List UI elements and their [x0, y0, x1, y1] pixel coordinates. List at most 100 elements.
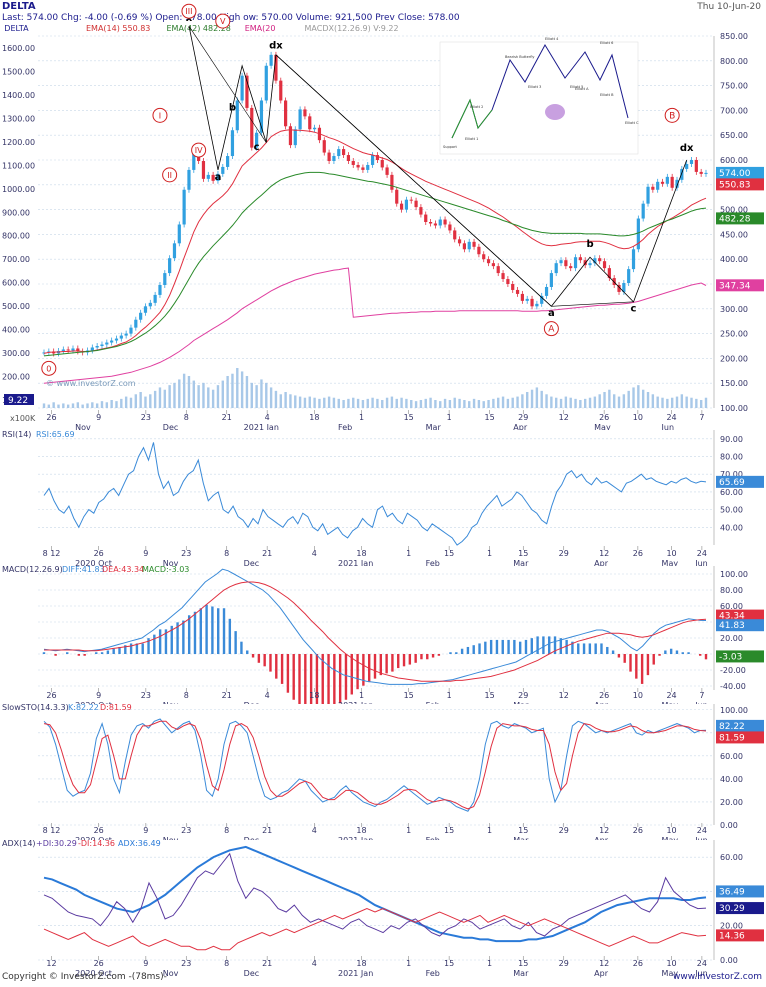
volume-bar: [637, 385, 640, 408]
macd-histogram-bar: [513, 639, 516, 654]
candle-body: [602, 261, 607, 269]
volume-bar: [685, 396, 688, 408]
volume-bar: [521, 394, 524, 408]
volume-bar: [477, 400, 481, 408]
candle-body: [554, 263, 558, 274]
candle-body: [303, 109, 307, 117]
volume-bar: [284, 392, 287, 408]
candle-body: [390, 174, 394, 190]
left-axis-tick: 1000.00: [2, 185, 35, 194]
right-axis-tick: 40.00: [720, 523, 743, 532]
macd-histogram-bar: [129, 643, 133, 654]
inset-label: Support: [443, 145, 457, 149]
candle-body: [515, 289, 520, 294]
macd-histogram-bar: [176, 622, 179, 654]
macd-histogram-bar: [687, 652, 690, 654]
wave-label: III: [185, 7, 192, 16]
last-ema42-label: 482.28: [719, 214, 751, 224]
candle-body: [182, 189, 186, 225]
left-axis-tick: 1100.00: [2, 161, 35, 170]
macd-histogram-bar: [292, 654, 295, 700]
volume-bar: [231, 373, 234, 408]
rsi-last-label: 65.69: [719, 478, 745, 488]
x-tick-label: 1: [487, 549, 492, 558]
inset-label: Elliott 2: [470, 105, 483, 109]
x-month-label: Dec: [244, 559, 259, 568]
volume-bar: [173, 382, 176, 408]
macd-histogram-bar: [304, 654, 307, 711]
macd-dea-last-label-bg: [716, 609, 764, 622]
volume-bar: [216, 385, 220, 408]
candle-body: [506, 279, 510, 284]
volume-bar: [115, 401, 118, 408]
x-tick-label: 9: [96, 691, 101, 700]
candle-body: [404, 199, 409, 210]
volume-bar: [670, 397, 674, 408]
x-tick-label: 29: [559, 826, 569, 835]
candle-body: [627, 269, 631, 284]
x-month-label: 2021 Jan: [244, 423, 279, 432]
x-tick-label: 8: [224, 549, 229, 558]
candle-body: [153, 294, 157, 303]
candle-body: [699, 171, 703, 174]
indicator-legend: DELTA EMA(14) 550.83 EMA(42) 482.28 EMA(20 M…: [4, 24, 398, 33]
macd-histogram-bar: [646, 654, 650, 676]
left-axis-tick: 900.00: [2, 208, 30, 217]
copyright-footer: Copyright © InvestorZ.com -(78ms)-: [2, 972, 167, 982]
candle-body: [670, 176, 674, 188]
macd-histogram-bar: [518, 641, 522, 654]
candle-body: [578, 257, 582, 261]
candle-body: [90, 347, 94, 351]
candle-body: [511, 284, 515, 290]
pattern-point-label: dx: [269, 40, 283, 51]
candle-body: [337, 149, 341, 157]
x-tick-label: 29: [559, 959, 569, 968]
candle-body: [438, 219, 442, 226]
x-tick-label: 26: [46, 413, 56, 422]
macd-histogram-bar: [315, 654, 319, 713]
volume-bar: [332, 397, 336, 408]
volume-bar: [550, 396, 553, 408]
volume-bar: [153, 390, 157, 408]
candle-body: [598, 258, 602, 262]
x-month-label: Feb: [426, 969, 440, 978]
left-axis-tick: 1500.00: [2, 67, 35, 76]
volume-bar: [617, 396, 621, 408]
volume-bar: [501, 396, 505, 408]
volume-bar: [661, 397, 664, 408]
candle-body: [448, 224, 452, 231]
candle-body: [327, 152, 331, 161]
volume-unit: x100K: [10, 414, 36, 423]
volume-bar: [612, 394, 616, 408]
volume-bar: [632, 387, 635, 408]
macd-histogram-bar: [257, 654, 261, 663]
candle-body: [298, 109, 302, 130]
volume-bar: [323, 397, 326, 408]
volume-bar: [390, 396, 394, 408]
inset-label: Elliott 6: [600, 41, 613, 45]
macd-diff-name: DIFF:41.83: [62, 565, 105, 574]
candle-body: [274, 54, 278, 81]
last-close-label: 574.00: [719, 169, 751, 179]
x-tick-label: 12: [599, 959, 609, 968]
last-close-label-bg: [716, 166, 764, 179]
volume-bar: [395, 398, 398, 408]
inset-wave-green: [451, 98, 493, 139]
candle-body: [477, 246, 481, 255]
pattern-point-label: a: [548, 308, 555, 319]
x-tick-label: 21: [262, 959, 272, 968]
volume-bar: [376, 398, 379, 408]
x-tick-label: 29: [518, 691, 528, 700]
candle-body: [346, 155, 351, 161]
wave-circle: [181, 3, 197, 19]
candle-body: [453, 230, 457, 240]
symbol-title: DELTA: [2, 1, 36, 12]
candle-body: [622, 283, 626, 292]
macd-histogram-bar: [170, 625, 173, 654]
macd-histogram-bar: [582, 643, 586, 654]
x-tick-label: 15: [518, 959, 528, 968]
volume-bar: [366, 398, 369, 408]
x-tick-label: 1: [406, 826, 411, 835]
macd-histogram-bar: [42, 652, 46, 654]
candle-body: [293, 129, 297, 146]
